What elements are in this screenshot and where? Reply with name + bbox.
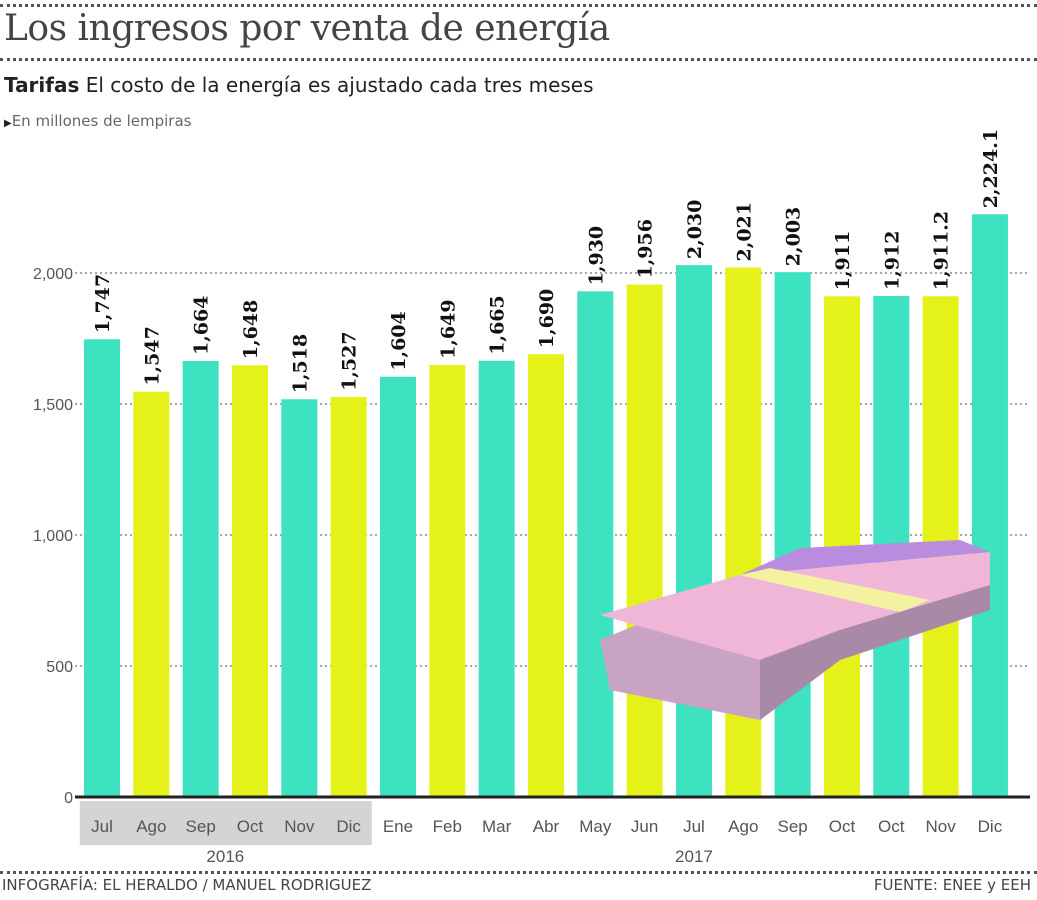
- x-tick-label: Oct: [237, 817, 264, 836]
- y-tick-label: 500: [46, 659, 73, 676]
- bar: [774, 272, 811, 797]
- x-tick-label: Oct: [878, 817, 905, 836]
- top-divider: [0, 4, 1037, 7]
- value-label: 1,518: [289, 334, 311, 394]
- subtitle-bold: Tarifas: [4, 73, 80, 97]
- footer-divider: [0, 871, 1037, 874]
- bar: [330, 396, 367, 797]
- bar: [84, 339, 120, 797]
- y-tick-label: 1,000: [33, 528, 73, 545]
- x-tick-label: Mar: [482, 817, 512, 836]
- value-label: 1,930: [585, 226, 607, 286]
- x-tick-label: Abr: [533, 817, 560, 836]
- x-tick-label: Dic: [336, 817, 361, 836]
- bar: [675, 265, 712, 797]
- value-label: 1,911.2: [931, 211, 953, 290]
- bar: [182, 361, 219, 797]
- money-band: [740, 568, 930, 612]
- x-tick-label: Oct: [829, 817, 856, 836]
- x-tick-label: Sep: [186, 817, 216, 836]
- footer-credit: INFOGRAFÍA: EL HERALDO / MANUEL RODRIGUE…: [2, 876, 372, 894]
- value-label: 1,747: [92, 274, 114, 334]
- year-label: 2016: [206, 847, 244, 866]
- value-label: 1,648: [240, 300, 262, 360]
- unit-note-text: En millones de lempiras: [11, 112, 192, 130]
- x-tick-label: May: [579, 817, 612, 836]
- y-tick-label: 1,500: [33, 397, 73, 414]
- x-tick-label: Nov: [925, 817, 956, 836]
- value-label: 1,664: [191, 296, 213, 356]
- bar: [429, 364, 466, 797]
- year-2016-band: [79, 801, 372, 845]
- value-label: 1,690: [536, 289, 558, 349]
- bar: [577, 291, 614, 797]
- subtitle-text: El costo de la energía es ajustado cada …: [85, 73, 594, 97]
- x-tick-label: Jul: [91, 817, 113, 836]
- bar: [133, 391, 170, 797]
- value-label: 1,911: [832, 231, 854, 291]
- money-stack-edge: [760, 585, 990, 720]
- title-divider: [0, 58, 1037, 61]
- x-tick-label: Feb: [433, 817, 462, 836]
- x-tick-label: Ene: [383, 817, 413, 836]
- value-label: 1,547: [141, 326, 163, 386]
- chart-title: Los ingresos por venta de energía: [4, 8, 610, 49]
- money-stack-back: [740, 540, 990, 575]
- value-label: 2,021: [733, 202, 755, 262]
- x-tick-label: Jun: [631, 817, 658, 836]
- x-tick-label: Nov: [284, 817, 315, 836]
- bullet-icon: ▶: [4, 118, 12, 129]
- value-label: 1,527: [339, 331, 361, 391]
- y-tick-label: 2,000: [33, 266, 73, 283]
- money-stack-top: [600, 552, 990, 660]
- unit-note: ▶En millones de lempiras: [4, 112, 191, 130]
- bar-chart: 0 500 1,000 1,500 2,000 1,747 Jul 1,547 Ago 1,664…: [33, 129, 1030, 866]
- year-label: 2017: [675, 847, 713, 866]
- value-label: 1,665: [487, 295, 509, 355]
- value-label: 1,604: [388, 311, 410, 371]
- value-label: 1,956: [635, 219, 657, 279]
- value-label: 2,224.1: [980, 129, 1002, 208]
- bar: [281, 399, 318, 797]
- x-tick-label: Jul: [683, 817, 705, 836]
- bar: [626, 284, 663, 797]
- x-tick-label: Ago: [136, 817, 166, 836]
- value-label: 2,030: [684, 200, 706, 260]
- value-label: 1,912: [881, 231, 903, 291]
- x-tick-label: Ago: [728, 817, 758, 836]
- bar: [379, 376, 416, 797]
- bar: [971, 214, 1008, 798]
- x-tick-label: Sep: [777, 817, 807, 836]
- bar: [231, 365, 268, 797]
- chart-subtitle: Tarifas El costo de la energía es ajusta…: [4, 73, 594, 97]
- value-label: 2,003: [783, 207, 805, 267]
- footer-source: FUENTE: ENEE y EEH: [873, 876, 1031, 894]
- value-label: 1,649: [437, 299, 459, 359]
- bar: [527, 354, 564, 797]
- x-tick-label: Dic: [978, 817, 1003, 836]
- y-tick-label: 0: [64, 790, 73, 807]
- bar: [478, 360, 515, 797]
- money-stack-illustration: [600, 540, 990, 720]
